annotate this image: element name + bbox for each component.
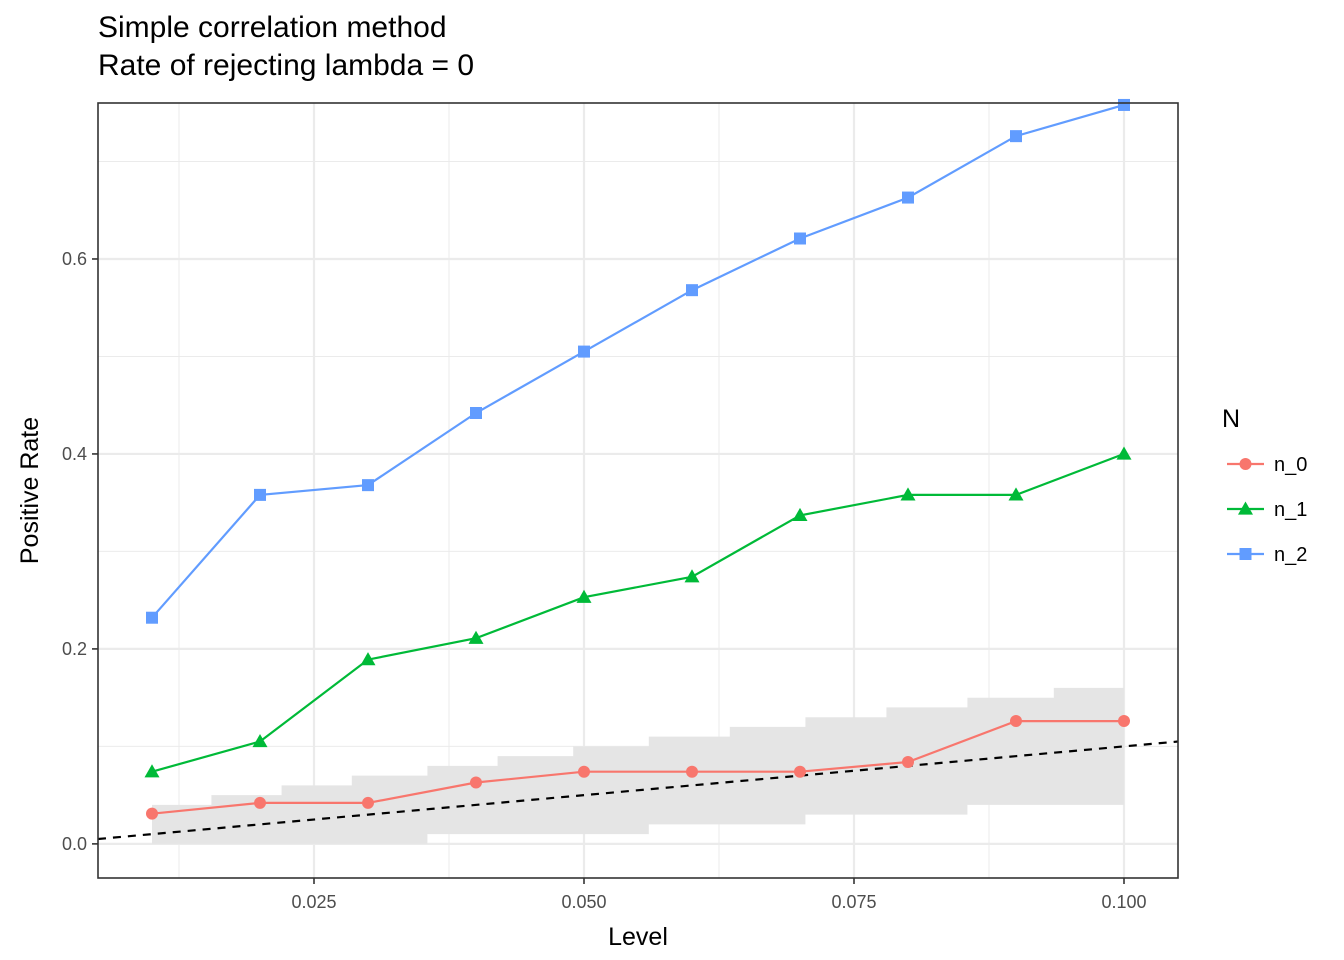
data-point-n_2 (686, 284, 698, 297)
data-point-n_0 (470, 776, 482, 789)
legend: N n_0 n_1 n_2 (1222, 405, 1307, 566)
data-series (144, 98, 1132, 820)
data-point-n_1 (144, 764, 160, 778)
reference-line-dashed (97, 740, 1179, 841)
legend-key-marker (1239, 458, 1252, 470)
legend-title: N (1222, 405, 1240, 433)
x-axis-title: Level (608, 923, 668, 951)
data-point-n_0 (362, 796, 374, 809)
axes: Level Positive Rate 0.025 0.050 0.075 0.100… (16, 249, 1147, 951)
data-point-n_1 (1008, 487, 1024, 501)
x-tick-label: 0.075 (831, 892, 876, 912)
data-point-n_2 (146, 611, 158, 624)
reference-line (97, 740, 1179, 841)
series-n_0 (146, 715, 1130, 820)
data-point-n_0 (254, 796, 266, 809)
data-point-n_0 (1010, 715, 1022, 728)
data-point-n_0 (146, 807, 158, 820)
legend-label: n_1 (1274, 499, 1307, 521)
x-tick-label: 0.025 (291, 892, 336, 912)
confidence-band (152, 687, 1124, 844)
series-n_2 (146, 98, 1130, 624)
series-line-n_2 (151, 103, 1125, 619)
legend-item-n_0: n_0 (1227, 454, 1307, 476)
x-tick-label: 0.100 (1101, 892, 1146, 912)
plot-border (97, 102, 1179, 879)
legend-label: n_0 (1274, 454, 1307, 476)
confidence-band-area (152, 687, 1124, 844)
data-point-n_2 (254, 488, 266, 501)
data-point-n_1 (252, 734, 268, 748)
legend-label: n_2 (1274, 544, 1307, 566)
data-point-n_1 (684, 569, 700, 583)
data-point-n_2 (902, 191, 914, 204)
data-point-n_0 (1118, 715, 1130, 728)
series-line-n_0 (151, 720, 1124, 815)
series-n_1 (144, 446, 1132, 778)
data-point-n_0 (794, 765, 806, 778)
data-point-n_2 (362, 479, 374, 492)
series-line-n_1 (151, 452, 1125, 773)
legend-item-n_2: n_2 (1227, 544, 1307, 566)
data-point-n_2 (1118, 98, 1130, 111)
data-point-n_1 (360, 652, 376, 666)
panel-border (97, 102, 1179, 879)
data-point-n_1 (900, 487, 916, 501)
y-tick-label: 0.4 (62, 444, 87, 464)
data-point-n_2 (794, 232, 806, 245)
legend-item-n_1: n_1 (1227, 499, 1307, 521)
data-point-n_2 (1010, 130, 1022, 143)
data-point-n_1 (1116, 446, 1132, 460)
x-tick-label: 0.050 (561, 892, 606, 912)
data-point-n_0 (902, 755, 914, 768)
legend-key-marker (1239, 548, 1252, 560)
data-point-n_0 (686, 765, 698, 778)
y-tick-label: 0.0 (62, 834, 87, 854)
data-point-n_2 (578, 345, 590, 358)
data-point-n_0 (578, 765, 590, 778)
legend-key-marker (1238, 501, 1253, 515)
y-tick-label: 0.2 (62, 639, 87, 659)
data-point-n_1 (576, 589, 592, 603)
chart-subtitle: Rate of rejecting lambda = 0 (98, 49, 475, 82)
data-point-n_1 (468, 630, 484, 644)
y-axis-title: Positive Rate (16, 417, 44, 564)
chart-title: Simple correlation method (98, 11, 447, 44)
data-point-n_1 (792, 507, 808, 521)
y-tick-label: 0.6 (62, 249, 87, 269)
data-point-n_2 (470, 407, 482, 419)
